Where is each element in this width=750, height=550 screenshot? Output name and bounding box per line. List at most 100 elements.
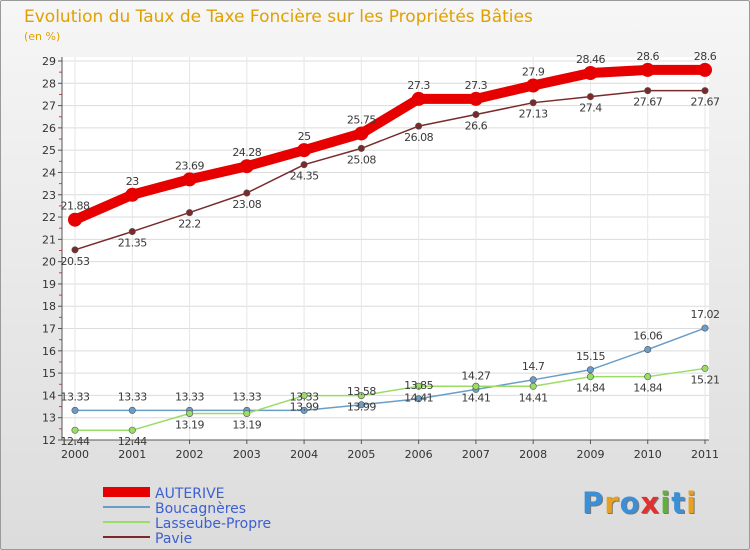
data-label: 27.4 (579, 102, 602, 115)
y-tick-label: 29 (42, 55, 56, 68)
data-label: 28.6 (636, 50, 659, 63)
legend-label: Lasseube-Propre (155, 516, 271, 532)
y-tick-label: 24 (42, 166, 56, 179)
y-tick-label: 28 (42, 77, 56, 90)
x-tick-label: 2010 (634, 448, 662, 461)
x-tick-label: 2011 (691, 448, 719, 461)
data-label: 13.33 (232, 390, 261, 403)
data-point (354, 126, 369, 141)
y-tick-label: 16 (42, 345, 56, 358)
chart-subtitle: (en %) (24, 30, 60, 43)
y-tick-label: 15 (42, 367, 56, 380)
data-label: 27.13 (519, 108, 548, 121)
y-tick-label: 13 (42, 412, 56, 425)
logo-letter: P (582, 486, 605, 520)
data-label: 14.7 (522, 360, 545, 373)
axes: 12 13 14 15 16 17 18 19 20 21 22 23 24 25 26 27 28 29 2000… (42, 55, 719, 461)
y-tick-label: 18 (42, 300, 56, 313)
data-point (472, 382, 480, 390)
data-label: 24.28 (232, 146, 261, 159)
data-point (128, 426, 136, 434)
y-tick-label: 20 (42, 256, 56, 269)
data-label: 26.6 (465, 120, 488, 133)
logo-letter: i (686, 486, 698, 520)
series-group (68, 62, 712, 434)
data-labels: 21.88 23 23.69 24.28 25 25.75 27.3 27.3 27.9 28.4… (61, 50, 721, 448)
data-point (640, 62, 655, 77)
data-label: 13.99 (290, 401, 319, 414)
data-point (583, 66, 598, 81)
data-point (415, 122, 423, 130)
data-label: 27.67 (691, 96, 720, 109)
data-point (357, 401, 365, 409)
x-tick-label: 2006 (405, 448, 433, 461)
legend-label: Pavie (155, 531, 192, 547)
chart-title: Evolution du Taux de Taxe Foncière sur l… (24, 7, 533, 27)
data-point (186, 409, 194, 417)
data-label: 12.44 (61, 435, 90, 448)
x-tick-label: 2005 (347, 448, 375, 461)
data-label: 24.35 (290, 170, 319, 183)
data-label: 13.19 (232, 418, 261, 431)
data-point (239, 159, 254, 174)
data-point (300, 392, 308, 400)
legend-label: Boucagnères (155, 501, 246, 517)
series-line-auterive (70, 64, 710, 225)
data-label: 21.35 (118, 237, 147, 250)
data-label: 13.33 (61, 390, 90, 403)
y-tick-label: 14 (42, 389, 56, 402)
data-point (71, 426, 79, 434)
data-label: 25 (298, 130, 311, 143)
data-label: 20.53 (61, 255, 90, 268)
data-label: 13.33 (290, 390, 319, 403)
data-label: 27.3 (407, 79, 430, 92)
y-tick-label: 27 (42, 100, 56, 113)
y-tick-label: 22 (42, 211, 56, 224)
y-tick-label: 25 (42, 144, 56, 157)
data-point (472, 111, 480, 119)
data-point (125, 187, 140, 202)
x-tick-label: 2004 (290, 448, 318, 461)
data-point (297, 143, 312, 158)
data-label: 14.27 (461, 369, 490, 382)
data-point (644, 87, 652, 95)
data-label: 27.67 (633, 96, 662, 109)
series-line-lasseube-propre (74, 367, 706, 431)
series-line-pavie (74, 89, 706, 251)
x-tick-label: 2002 (176, 448, 204, 461)
data-label: 22.2 (178, 218, 201, 231)
x-tick-label: 2007 (462, 448, 490, 461)
data-label: 13.85 (404, 379, 433, 392)
logo-letter: o (619, 486, 641, 520)
data-label: 23.69 (175, 159, 204, 172)
data-point (526, 78, 541, 93)
data-point (357, 392, 365, 400)
proxiti-logo: Proxiti (582, 486, 697, 520)
y-tick-label: 17 (42, 323, 56, 336)
data-point (357, 144, 365, 152)
data-label: 15.15 (576, 350, 605, 363)
data-point (701, 364, 709, 372)
data-point (128, 406, 136, 414)
data-point (68, 212, 82, 227)
x-tick-label: 2009 (576, 448, 604, 461)
series-line-boucagn-res (74, 327, 706, 412)
logo-letter: i (660, 486, 672, 520)
data-label: 12.44 (118, 435, 147, 448)
x-tick-label: 2000 (61, 448, 89, 461)
y-tick-label: 12 (42, 434, 56, 447)
data-label: 28.6 (694, 50, 717, 63)
x-tick-label: 2008 (519, 448, 547, 461)
data-label: 23.08 (232, 198, 261, 211)
data-label: 17.02 (691, 308, 720, 321)
data-point (701, 324, 709, 332)
data-point (701, 87, 709, 95)
data-point (300, 406, 308, 414)
data-label: 26.08 (404, 131, 433, 144)
data-point (182, 172, 197, 187)
data-point (243, 189, 251, 197)
data-point (529, 376, 537, 384)
data-point (468, 91, 483, 106)
